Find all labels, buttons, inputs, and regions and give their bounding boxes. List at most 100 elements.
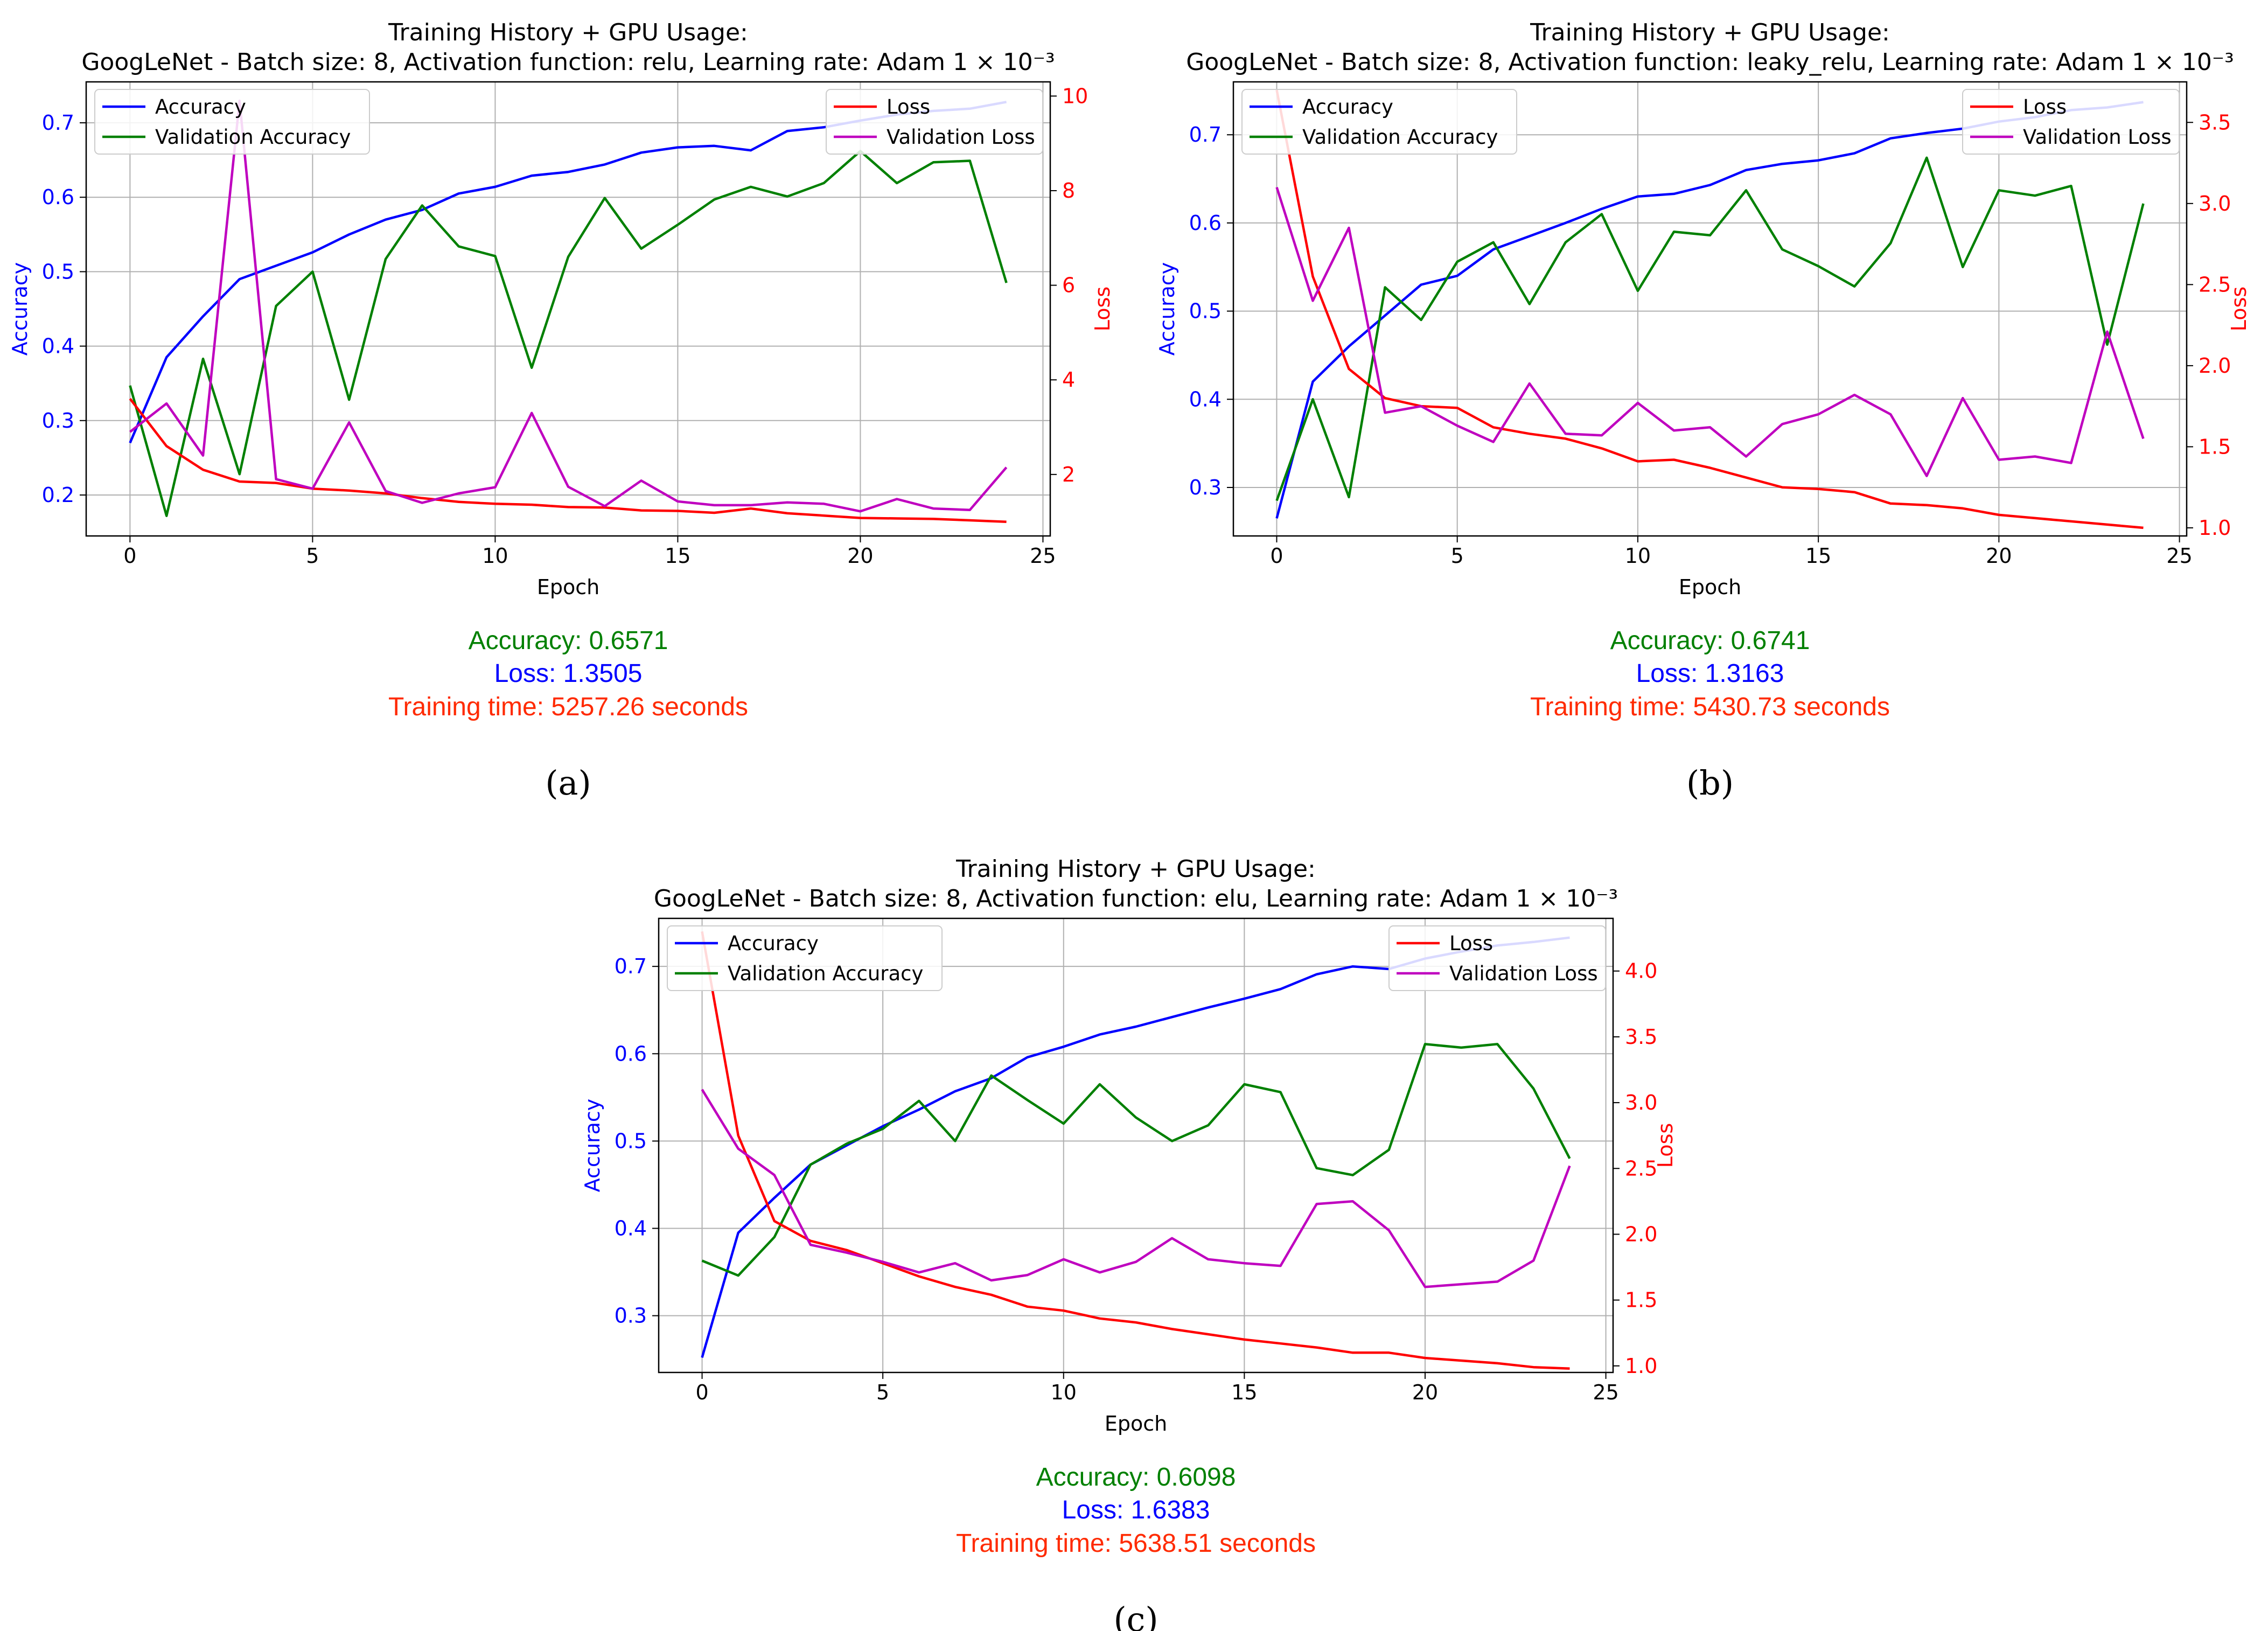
y2-tick-label: 8 xyxy=(1062,179,1075,203)
legend-box xyxy=(826,89,1043,155)
legend-accuracy: Accuracy Validation Accuracy xyxy=(667,925,943,991)
y2-tick-label: 4 xyxy=(1062,368,1075,392)
legend-label: Loss xyxy=(887,95,930,119)
y-tick-label: 0.3 xyxy=(615,1304,647,1328)
y-tick-label: 0.7 xyxy=(615,954,647,978)
y-tick-label: 0.3 xyxy=(1189,476,1222,499)
y2-tick-label: 3.0 xyxy=(2199,192,2231,215)
x-tick-label: 20 xyxy=(1412,1381,1438,1404)
y2-tick-label: 2.5 xyxy=(1625,1156,1657,1180)
y2-tick-label: 1.5 xyxy=(1625,1288,1657,1312)
y-tick-label: 0.5 xyxy=(615,1129,647,1153)
y2-axis-label: Loss xyxy=(1653,1123,1677,1168)
y2-tick-label: 1.0 xyxy=(1625,1354,1657,1378)
chart-panel-1: Training History + GPU Usage:GoogLeNet -… xyxy=(8,19,1114,803)
y2-axis-label: Loss xyxy=(2227,287,2251,331)
y-tick-label: 0.6 xyxy=(42,185,74,209)
legend-label: Validation Accuracy xyxy=(155,126,351,149)
y2-tick-label: 3.0 xyxy=(1625,1091,1657,1114)
x-tick-label: 0 xyxy=(695,1381,708,1404)
legend-label: Validation Accuracy xyxy=(1302,126,1498,149)
x-tick-label: 15 xyxy=(1231,1381,1257,1404)
legend-loss: Loss Validation Loss xyxy=(1962,89,2180,155)
stat-training-time: Training time: 5257.26 seconds xyxy=(388,693,748,721)
x-tick-label: 5 xyxy=(1451,544,1464,568)
stat-loss: Loss: 1.3163 xyxy=(1636,659,1784,688)
series-validation-accuracy xyxy=(1275,156,2145,501)
y-tick-label: 0.6 xyxy=(615,1042,647,1065)
series-lines xyxy=(701,931,1571,1370)
legend-box xyxy=(1241,89,1517,155)
chart-subtitle: GoogLeNet - Batch size: 8, Activation fu… xyxy=(1186,48,2234,76)
x-axis-label: Epoch xyxy=(1105,1412,1167,1435)
legend-box xyxy=(1388,925,1606,991)
legend-box xyxy=(1962,89,2180,155)
legend-box xyxy=(94,89,370,155)
panel-label: (a) xyxy=(545,763,591,803)
y-tick-label: 0.7 xyxy=(1189,123,1222,147)
y2-tick-label: 3.5 xyxy=(1625,1025,1657,1049)
chart-subtitle: GoogLeNet - Batch size: 8, Activation fu… xyxy=(654,885,1618,912)
chart-title: Training History + GPU Usage: xyxy=(1530,19,1890,46)
y-tick-label: 0.2 xyxy=(42,483,74,507)
series-loss xyxy=(129,398,1007,523)
y-tick-label: 0.7 xyxy=(42,111,74,135)
y2-tick-label: 10 xyxy=(1062,84,1088,108)
legend-label: Accuracy xyxy=(155,95,246,119)
legend-label: Validation Accuracy xyxy=(728,962,923,985)
x-tick-label: 25 xyxy=(1593,1381,1618,1404)
series-accuracy xyxy=(701,936,1570,1358)
legend-label: Validation Loss xyxy=(1449,962,1598,985)
stat-accuracy: Accuracy: 0.6098 xyxy=(1036,1463,1236,1491)
series-accuracy xyxy=(1275,101,2144,519)
x-tick-label: 25 xyxy=(2166,544,2192,568)
y2-tick-label: 2.0 xyxy=(2199,354,2231,378)
y2-tick-label: 2.0 xyxy=(1625,1222,1657,1246)
y-tick-label: 0.5 xyxy=(42,260,74,283)
plot-frame xyxy=(85,81,1051,537)
y2-tick-label: 1.0 xyxy=(2199,516,2231,540)
y2-axis-label: Loss xyxy=(1091,287,1114,331)
series-lines xyxy=(129,99,1008,523)
y-tick-label: 0.3 xyxy=(42,409,74,433)
x-tick-label: 0 xyxy=(123,544,136,568)
x-axis-label: Epoch xyxy=(537,575,599,599)
stat-loss: Loss: 1.3505 xyxy=(494,659,643,688)
x-tick-label: 15 xyxy=(1805,544,1831,568)
y2-tick-label: 2 xyxy=(1062,463,1075,486)
x-tick-label: 10 xyxy=(482,544,508,568)
chart-panel-3: Training History + GPU Usage:GoogLeNet -… xyxy=(581,855,1677,1631)
chart-subtitle: GoogLeNet - Batch size: 8, Activation fu… xyxy=(81,48,1055,76)
series-loss xyxy=(1275,89,2144,529)
panel-label: (c) xyxy=(1113,1600,1158,1631)
stat-training-time: Training time: 5430.73 seconds xyxy=(1530,693,1890,721)
plot-frame xyxy=(658,917,1614,1374)
x-tick-label: 15 xyxy=(665,544,690,568)
y-tick-label: 0.5 xyxy=(1189,299,1222,323)
x-tick-label: 20 xyxy=(847,544,873,568)
y-tick-label: 0.6 xyxy=(1189,211,1222,235)
stat-loss: Loss: 1.6383 xyxy=(1062,1496,1210,1524)
y2-tick-label: 4.0 xyxy=(1625,959,1657,983)
legend-loss: Loss Validation Loss xyxy=(1388,925,1606,991)
x-tick-label: 10 xyxy=(1051,1381,1077,1404)
chart-panel-2: Training History + GPU Usage:GoogLeNet -… xyxy=(1155,19,2251,803)
x-tick-label: 0 xyxy=(1270,544,1283,568)
legend-label: Loss xyxy=(2023,95,2067,119)
y-tick-label: 0.4 xyxy=(42,334,74,358)
legend-label: Validation Loss xyxy=(887,126,1035,149)
chart-title: Training History + GPU Usage: xyxy=(955,855,1316,883)
y-axis-label: Accuracy xyxy=(581,1099,604,1193)
x-tick-label: 5 xyxy=(306,544,319,568)
x-axis-label: Epoch xyxy=(1679,575,1741,599)
legend-accuracy: Accuracy Validation Accuracy xyxy=(1241,89,1517,155)
series-validation-accuracy xyxy=(701,1043,1571,1277)
x-tick-label: 10 xyxy=(1625,544,1651,568)
series-validation-loss xyxy=(701,1089,1571,1288)
panel-label: (b) xyxy=(1686,763,1734,803)
stat-accuracy: Accuracy: 0.6741 xyxy=(1610,626,1810,655)
y2-tick-label: 6 xyxy=(1062,274,1075,297)
legend-label: Accuracy xyxy=(728,932,819,955)
y2-tick-label: 2.5 xyxy=(2199,273,2231,296)
